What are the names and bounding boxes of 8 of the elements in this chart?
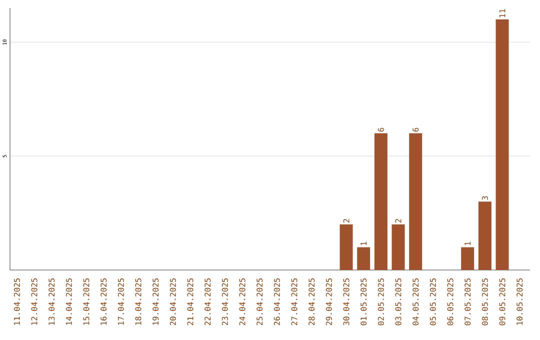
bar [496, 19, 509, 270]
bar [478, 202, 492, 270]
bar [357, 247, 370, 270]
bar [340, 224, 353, 270]
bar [374, 133, 388, 270]
bar [461, 247, 474, 270]
bar [409, 133, 422, 270]
bar [392, 224, 405, 270]
